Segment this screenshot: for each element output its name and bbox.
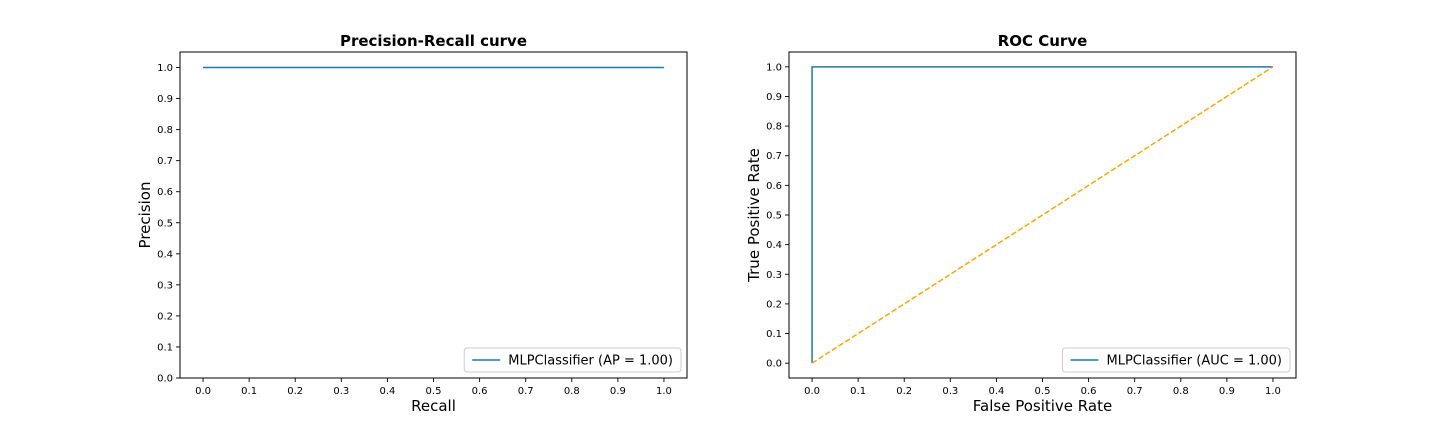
pr-legend-label: MLPClassifier (AP = 1.00): [508, 354, 673, 369]
roc-x-tick-label: 0.4: [988, 386, 1004, 397]
roc-chart: 0.0 0.1 0.2 0.3 0.4 0.5 0.6 0.7 0.8 0.9 1.0 0.0 0.1 0…: [745, 32, 1297, 415]
roc-x-tick-label: 0.6: [1081, 386, 1097, 397]
roc-y-tick-label: 1.0: [766, 62, 782, 73]
roc-x-tick-label: 0.5: [1035, 386, 1051, 397]
pr-y-tick-label: 0.7: [157, 156, 173, 167]
pr-y-tick-label: 0.0: [157, 374, 173, 385]
roc-y-tick-label: 0.8: [766, 122, 782, 133]
roc-x-axis-label: False Positive Rate: [973, 397, 1112, 415]
pr-y-tick-label: 0.3: [157, 280, 173, 291]
pr-x-tick-label: 0.4: [379, 386, 395, 397]
roc-x-tick-label: 0.7: [1127, 386, 1143, 397]
roc-y-tick-label: 0.2: [766, 299, 782, 310]
pr-chart-title: Precision-Recall curve: [340, 32, 527, 50]
roc-legend: MLPClassifier (AUC = 1.00): [1061, 347, 1291, 373]
roc-legend-label: MLPClassifier (AUC = 1.00): [1106, 354, 1282, 369]
pr-x-tick-label: 0.6: [472, 386, 488, 397]
pr-y-tick-label: 0.5: [157, 218, 173, 229]
roc-y-tick-label: 0.5: [766, 211, 782, 222]
pr-y-tick-label: 1.0: [157, 63, 173, 74]
pr-x-tick-label: 0.5: [426, 386, 442, 397]
pr-y-tick-label: 0.1: [157, 342, 173, 353]
roc-y-tick-label: 0.9: [766, 92, 782, 103]
roc-y-tick-label: 0.4: [766, 240, 782, 251]
roc-x-tick-label: 1.0: [1265, 386, 1281, 397]
roc-x-tick-label: 0.9: [1219, 386, 1235, 397]
roc-x-tick-label: 0.0: [804, 386, 820, 397]
roc-series-line-1: [811, 66, 1274, 364]
pr-x-tick-label: 0.3: [333, 386, 349, 397]
pr-y-tick-label: 0.9: [157, 94, 173, 105]
roc-y-tick-label: 0.3: [766, 270, 782, 281]
roc-series-line-0: [811, 66, 1273, 364]
pr-x-axis-label: Recall: [411, 397, 456, 415]
roc-y-tick-label: 0.1: [766, 329, 782, 340]
roc-y-tick-label: 0.0: [766, 359, 782, 370]
roc-y-tick-label: 0.7: [766, 151, 782, 162]
pr-x-tick-label: 0.2: [287, 386, 303, 397]
precision-recall-chart: 0.0 0.1 0.2 0.3 0.4 0.5 0.6 0.7 0.8 0.9 1.0 0.0 0.1 0…: [136, 32, 688, 415]
pr-x-tick-label: 0.1: [241, 386, 257, 397]
pr-x-tick-label: 1.0: [656, 386, 672, 397]
roc-y-tick-label: 0.6: [766, 181, 782, 192]
pr-x-tick-label: 0.8: [564, 386, 580, 397]
pr-legend-box: [463, 347, 682, 373]
pr-y-tick-label: 0.4: [157, 249, 173, 260]
pr-x-tick-label: 0.9: [610, 386, 626, 397]
pr-legend: MLPClassifier (AP = 1.00): [463, 347, 682, 373]
pr-y-tick-label: 0.6: [157, 187, 173, 198]
roc-y-axis-label: True Positive Rate: [745, 148, 763, 283]
pr-y-tick-label: 0.2: [157, 311, 173, 322]
pr-x-tick-label: 0.0: [195, 386, 211, 397]
roc-legend-box: [1061, 347, 1291, 373]
roc-x-tick-label: 0.8: [1173, 386, 1189, 397]
pr-x-tick-label: 0.7: [518, 386, 534, 397]
pr-plot-area: [179, 51, 688, 379]
roc-x-tick-label: 0.3: [942, 386, 958, 397]
pr-y-axis-label: Precision: [136, 182, 154, 249]
roc-chart-title: ROC Curve: [998, 32, 1088, 50]
roc-x-tick-label: 0.1: [850, 386, 866, 397]
roc-x-tick-label: 0.2: [896, 386, 912, 397]
pr-y-tick-label: 0.8: [157, 125, 173, 136]
